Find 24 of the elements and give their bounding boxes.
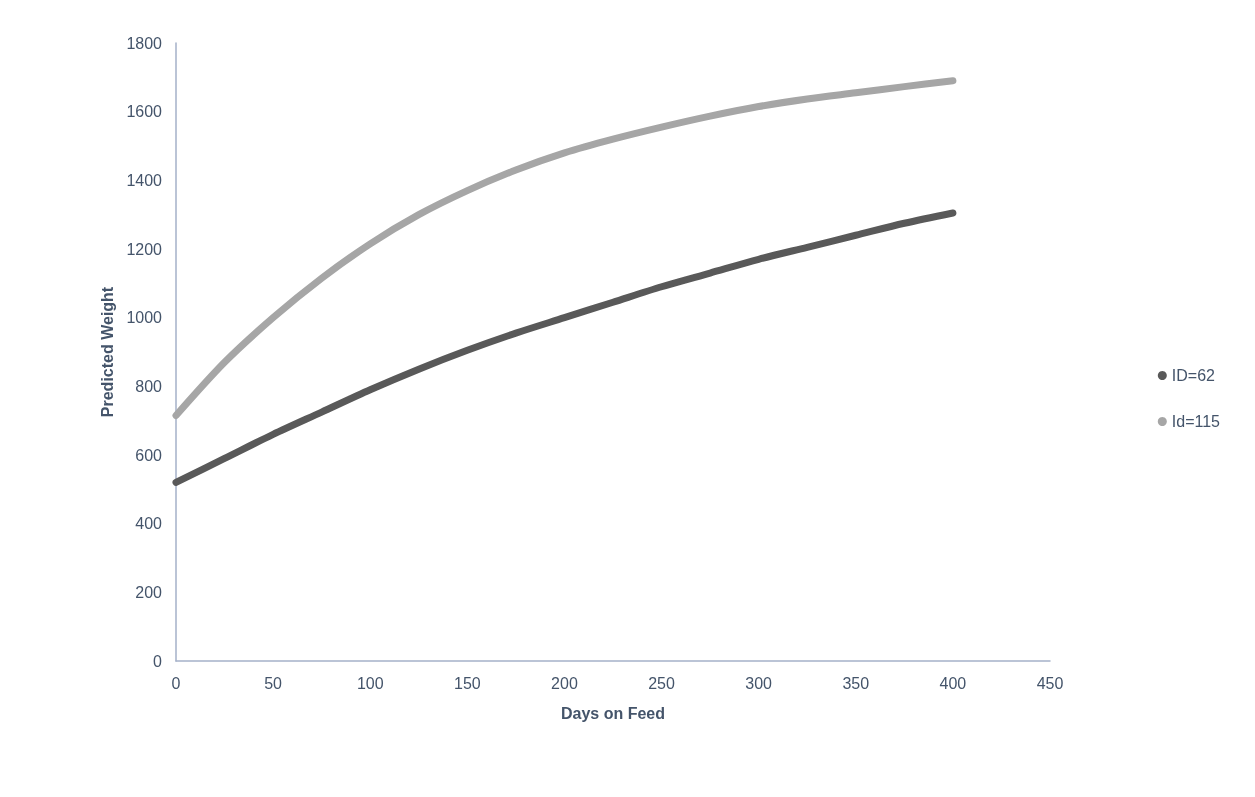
- y-tick-label: 0: [153, 652, 163, 670]
- y-tick-label: 200: [135, 583, 163, 601]
- x-tick-label: 100: [356, 674, 384, 692]
- legend-label: Id=115: [1171, 413, 1221, 430]
- legend-label: ID=62: [1171, 367, 1216, 384]
- y-tick-label: 1800: [126, 34, 163, 52]
- x-tick-label: 50: [264, 674, 283, 692]
- x-tick-label: 350: [842, 674, 870, 692]
- y-tick-label: 1200: [126, 240, 163, 258]
- x-tick-label: 200: [551, 674, 578, 692]
- x-tick-label: 450: [1036, 674, 1064, 692]
- y-tick-label: 1600: [126, 103, 163, 121]
- x-tick-label: 150: [453, 674, 481, 692]
- y-tick-label: 400: [135, 515, 163, 533]
- x-tick-label: 400: [939, 674, 967, 692]
- x-tick-label: 250: [648, 674, 675, 692]
- x-tick-label: 300: [745, 674, 773, 692]
- y-tick-label: 1400: [126, 171, 163, 189]
- y-tick-label: 1000: [126, 309, 163, 327]
- y-tick-label: 800: [135, 377, 163, 395]
- y-tick-label: 600: [135, 446, 163, 464]
- x-axis-title: Days on Feed: [560, 704, 666, 722]
- x-tick-label: 0: [171, 674, 181, 692]
- y-axis-title: Predicted Weight: [99, 286, 117, 418]
